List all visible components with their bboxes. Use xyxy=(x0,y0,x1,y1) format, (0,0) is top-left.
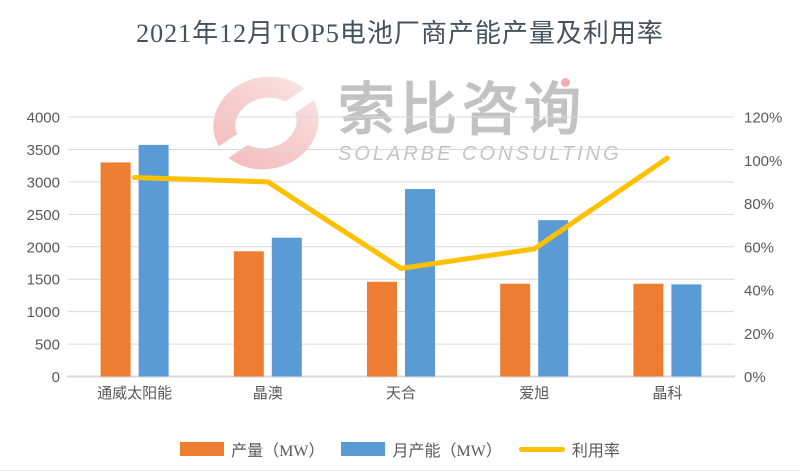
left-axis-tick-label: 1500 xyxy=(27,272,60,289)
legend-swatch-utilization-line xyxy=(518,446,565,452)
right-axis-tick-label: 60% xyxy=(744,239,774,256)
right-axis-tick-label: 120% xyxy=(744,110,782,127)
bar-capacity-3 xyxy=(538,220,569,377)
left-axis-tick-label: 1000 xyxy=(27,304,60,321)
left-axis-tick-label: 2500 xyxy=(27,207,60,224)
bar-capacity-4 xyxy=(671,284,702,377)
bar-capacity-1 xyxy=(271,237,302,377)
legend-label-utilization: 利用率 xyxy=(571,443,620,460)
x-axis-category-label: 爱旭 xyxy=(519,385,549,402)
chart-legend: 产量（MW） 月产能（MW） 利用率 xyxy=(0,437,800,461)
bar-production-4 xyxy=(633,283,664,377)
bar-production-2 xyxy=(367,281,397,377)
bar-capacity-0 xyxy=(138,144,169,377)
right-axis-tick-label: 0% xyxy=(744,369,766,386)
page-bottom-edge xyxy=(0,470,800,471)
x-axis-category-label: 晶科 xyxy=(652,385,682,402)
legend-swatch-capacity xyxy=(341,442,386,456)
right-axis-tick-label: 100% xyxy=(744,153,782,170)
left-axis-tick-label: 4000 xyxy=(27,110,60,127)
legend-label-capacity: 月产能（MW） xyxy=(392,443,502,460)
chart-title: 2021年12月TOP5电池厂商产能产量及利用率 xyxy=(136,19,664,48)
left-axis-tick-label: 3000 xyxy=(27,174,60,191)
x-axis-category-label: 晶澳 xyxy=(253,385,283,402)
bar-production-0 xyxy=(100,162,131,377)
legend-item-utilization: 利用率 xyxy=(518,437,620,461)
left-axis-tick-label: 3500 xyxy=(27,142,60,159)
right-axis-tick-label: 20% xyxy=(744,326,774,343)
x-axis-category-label: 通威太阳能 xyxy=(97,385,172,402)
legend-label-production: 产量（MW） xyxy=(231,443,325,460)
x-axis-category-label: 天合 xyxy=(386,385,416,402)
bar-production-3 xyxy=(500,283,531,377)
bar-capacity-2 xyxy=(405,189,435,377)
left-axis-tick-label: 0 xyxy=(52,369,60,386)
left-axis-tick-label: 2000 xyxy=(27,239,60,256)
right-axis-tick-label: 40% xyxy=(744,283,774,300)
utilization-line xyxy=(132,155,670,271)
left-axis-tick-label: 500 xyxy=(35,337,60,354)
legend-swatch-production xyxy=(180,442,225,456)
legend-item-production: 产量（MW） xyxy=(180,437,324,461)
legend-item-capacity: 月产能（MW） xyxy=(341,437,502,461)
bar-production-1 xyxy=(233,251,264,377)
right-axis-tick-label: 80% xyxy=(744,196,774,213)
